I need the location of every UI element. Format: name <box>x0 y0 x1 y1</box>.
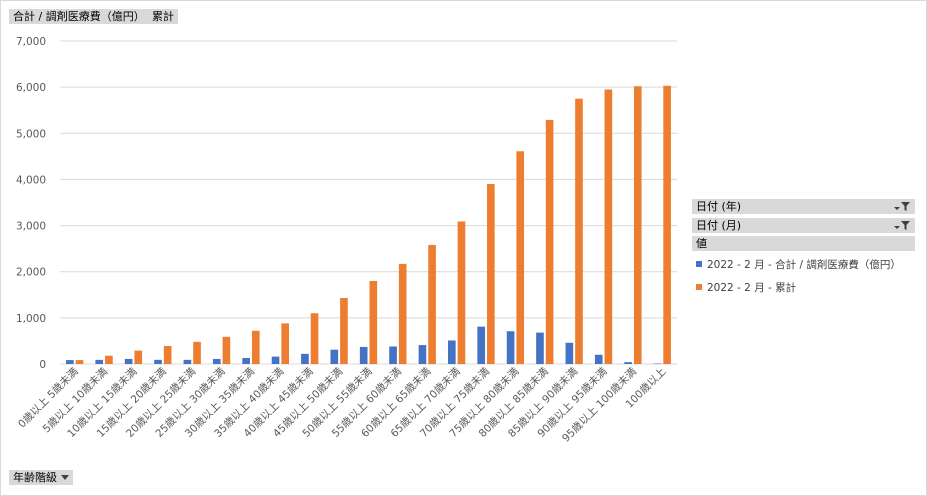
bar-cumulative <box>310 313 319 364</box>
bar-sum <box>154 359 162 364</box>
value-field-button-cumulative[interactable]: 累計 <box>148 9 178 24</box>
bar-cumulative <box>281 323 289 364</box>
filter-funnel-icon[interactable] <box>893 220 911 231</box>
y-tick-label: 5,000 <box>16 128 46 140</box>
axis-field-label: 年齢階級 <box>13 471 57 484</box>
bar-cumulative <box>428 244 436 364</box>
bar-cumulative <box>163 346 172 364</box>
value-field-button-sum[interactable]: 合計 / 調剤医療費（億円） <box>9 9 149 24</box>
axis-field-button-age-group[interactable]: 年齢階級 <box>9 470 73 485</box>
bar-cumulative <box>222 336 231 364</box>
bar-cumulative <box>105 355 113 364</box>
bar-cumulative <box>487 184 495 364</box>
dropdown-arrow-icon <box>61 475 69 480</box>
filter-field-month-label: 日付 (月) <box>696 219 742 232</box>
bar-sum <box>389 346 397 364</box>
bar-cumulative <box>134 350 143 364</box>
legend-title: 値 <box>692 236 915 251</box>
filter-funnel-icon[interactable] <box>893 201 911 212</box>
y-tick-label: 1,000 <box>16 313 46 325</box>
legend-item-series-sum[interactable]: 2022 - 2 月 - 合計 / 調剤医療費（億円） <box>696 259 901 271</box>
bar-cumulative <box>633 86 642 364</box>
filter-field-year[interactable]: 日付 (年) <box>692 199 915 214</box>
bar-cumulative <box>369 280 378 364</box>
y-tick-label: 7,000 <box>16 36 46 48</box>
bar-cumulative <box>340 298 348 364</box>
bar-cumulative <box>575 98 583 364</box>
bar-sum <box>330 349 339 364</box>
bar-sum <box>301 353 309 364</box>
bar-sum <box>565 342 574 364</box>
bar-sum <box>536 332 544 364</box>
bar-sum <box>477 326 486 364</box>
legend-swatch <box>696 261 702 267</box>
filter-field-month[interactable]: 日付 (月) <box>692 218 915 233</box>
bar-sum <box>124 358 133 364</box>
y-tick-label: 3,000 <box>16 221 46 233</box>
bar-sum <box>448 340 456 364</box>
bar-sum <box>594 354 603 364</box>
bar-cumulative <box>457 221 466 364</box>
bar-sum <box>66 360 74 364</box>
legend-item-series-cumulative[interactable]: 2022 - 2 月 - 累計 <box>696 282 796 294</box>
bar-sum <box>624 362 632 364</box>
bar-sum <box>506 331 515 364</box>
legend-swatch <box>696 284 702 290</box>
bar-sum <box>653 363 662 365</box>
bar-cumulative <box>193 341 201 364</box>
filter-field-year-label: 日付 (年) <box>696 200 742 213</box>
bar-cumulative <box>251 330 260 364</box>
bar-sum <box>212 358 221 364</box>
y-tick-label: 6,000 <box>16 82 46 94</box>
legend-label: 2022 - 2 月 - 合計 / 調剤医療費（億円） <box>707 259 901 271</box>
bar-cumulative <box>75 360 84 364</box>
bar-cumulative <box>545 119 554 364</box>
legend-label: 2022 - 2 月 - 累計 <box>707 282 797 294</box>
bar-cumulative <box>398 263 407 364</box>
bar-sum <box>242 358 250 364</box>
bar-cumulative <box>604 89 613 364</box>
bar-sum <box>95 359 104 364</box>
y-tick-label: 0 <box>39 359 46 371</box>
bar-sum <box>271 356 280 364</box>
y-tick-label: 2,000 <box>16 267 46 279</box>
bar-cumulative <box>663 85 671 364</box>
bar-cumulative <box>516 151 525 364</box>
bar-sum <box>183 359 192 364</box>
y-tick-label: 4,000 <box>16 174 46 186</box>
bar-sum <box>359 346 368 364</box>
bar-sum <box>418 345 427 364</box>
